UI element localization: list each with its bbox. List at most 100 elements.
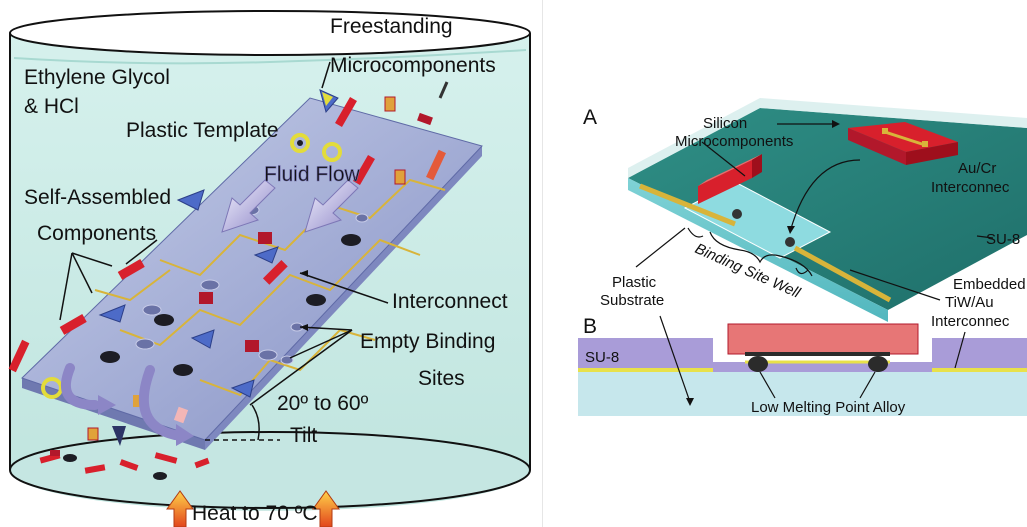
curved-arrow [61,363,100,410]
black-disk [154,314,174,326]
label-aucr-1: Au/Cr [958,160,996,177]
label-solvent-2: & HCl [24,95,79,118]
label-self-assembled-1: Self-Assembled [24,186,171,209]
label-solvent-1: Ethylene Glycol [24,66,170,89]
panel-a-su8-layer [628,98,1027,178]
panel-b-die [727,323,919,355]
curved-arrows [61,363,180,440]
label-embedded-3: Interconnec [931,313,1010,330]
label-interconnect: Interconnect [392,290,508,313]
black-disk [341,234,361,246]
label-embedded-2: TiW/Au [945,294,994,311]
red-component [117,259,145,280]
flow-arrow [304,179,359,233]
label-freestanding-2: Microcomponents [330,54,496,77]
heat-arrow-right [312,490,340,527]
beaker-diagram: Freestanding Microcomponents Ethylene Gl… [8,10,531,527]
dark-triangle [112,426,126,446]
triangle-component [190,329,215,349]
label-plastic-template: Plastic Template [126,119,279,142]
panel-b-substrate [578,372,1027,416]
red-rod [335,97,357,127]
panel-a: A Silicon Microcomponents Au/Cr Intercon… [583,98,1027,330]
black-disk [100,351,120,363]
solder-ball [785,237,795,247]
assembled-components [59,133,361,398]
ring-component [290,133,310,153]
triangle-component [176,189,205,211]
label-plastic-2: Substrate [600,292,664,309]
label-freestanding-1: Freestanding [330,15,453,38]
beaker-walls [9,33,531,470]
gold-triangle [322,92,333,106]
label-empty-binding-1: Empty Binding [360,330,495,353]
panel-b-die-pad [745,352,890,356]
heat-arrow-left [166,490,194,527]
label-tilt-1: 20º to 60º [277,392,369,415]
red-rod [426,149,446,181]
triangle-component [230,379,255,398]
label-tilt-2: Tilt [290,424,317,447]
panel-b-su8-left [578,338,713,372]
label-heat: Heat to 70 ºC [192,502,318,525]
red-square [258,232,272,244]
plate-side-right [205,146,482,450]
fluid-surface [13,49,527,65]
label-su8-b: SU-8 [585,349,619,366]
label-empty-binding-2: Sites [418,367,465,390]
panel-a-leaders [635,123,994,301]
ring-floating [41,377,63,399]
tilt-indicator [205,404,280,441]
beaker-rim [9,10,531,56]
red-rod [353,155,375,185]
black-disk [306,294,326,306]
panel-b: B SU-8 Low Melting Point Alloy [578,315,1027,416]
gold-chip [87,427,99,441]
flow-arrow [221,179,276,233]
aucr-component [848,122,958,165]
curved-arrow-head [98,395,116,415]
curved-arrow-head [176,424,194,446]
panel-b-su8-right [932,338,1027,372]
label-fluid-flow: Fluid Flow [264,163,361,186]
black-disk [173,364,193,376]
gold-chip [133,395,143,407]
panel-b-solder-left [748,356,768,372]
pink-chip [173,406,189,424]
label-silicon-1: Silicon [703,115,747,132]
red-component [59,314,87,335]
label-aucr-2: Interconnec [931,179,1010,196]
label-alloy: Low Melting Point Alloy [751,399,906,416]
beaker-bottom [9,431,531,509]
triangle-component [253,246,279,264]
ring-component [297,140,303,146]
panel-divider [542,0,543,527]
gold-chip [394,169,406,185]
well-bracket [709,231,813,277]
solder-ball [732,209,742,219]
fluid-flow-arrows [221,179,359,233]
gold-trace-a1 [639,183,736,227]
label-su8-a: SU-8 [986,231,1020,248]
curved-arrow [138,365,180,440]
settled-components [39,450,210,480]
red-chip [417,112,433,126]
leader-lines [59,61,389,406]
panel-b-solder-right [868,356,888,372]
dark-rod [438,81,449,99]
label-embedded-1: Embedded [953,276,1026,293]
red-component [262,259,288,285]
ring-component [322,142,342,162]
panel-b-well-floor [713,362,932,372]
freestanding-components [8,81,449,446]
gold-chip [384,96,396,112]
red-square [199,292,213,304]
panel-b-letter: B [583,315,597,338]
panel-b-leaders [659,315,966,403]
red-square [245,340,259,352]
panel-a-substrate-front [628,178,888,322]
red-rod [8,339,30,373]
label-plastic-1: Plastic [612,274,657,291]
panel-a-letter: A [583,106,597,129]
